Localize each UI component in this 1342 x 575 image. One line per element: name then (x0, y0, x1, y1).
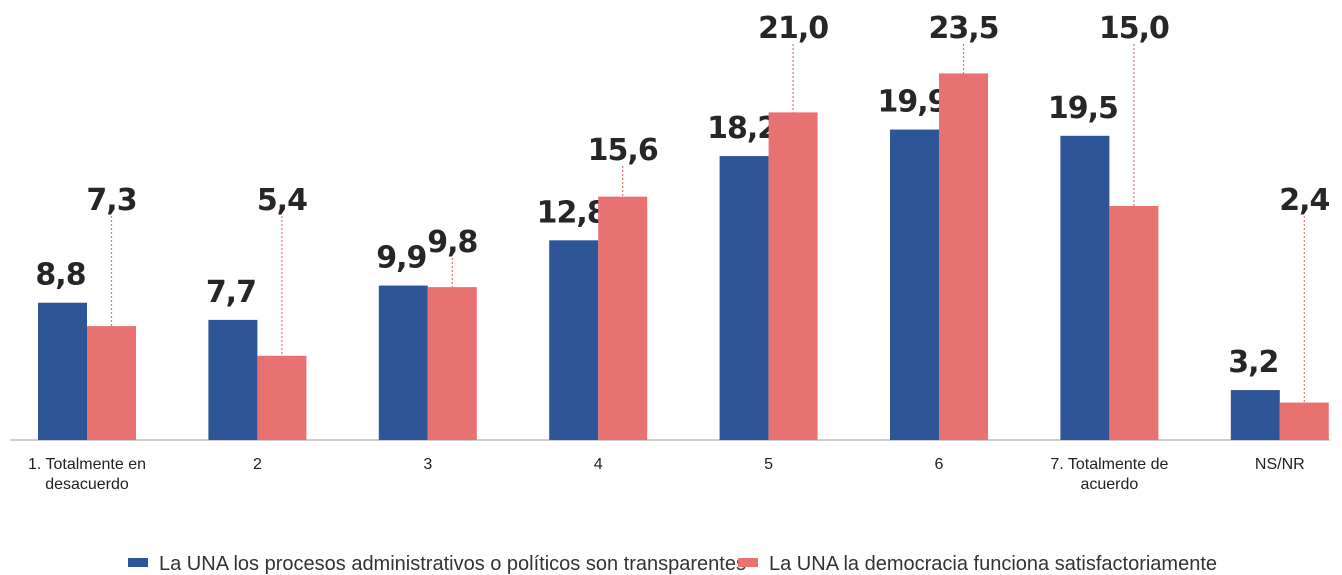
data-label: 9,9 (376, 241, 426, 276)
data-label: 12,8 (537, 195, 607, 230)
bar (1279, 402, 1329, 440)
bar (549, 240, 599, 440)
x-tick-label: 3 (423, 456, 433, 473)
data-label: 7,7 (206, 275, 256, 310)
bar (427, 287, 477, 440)
x-tick-label: 7. Totalmente de acuerdo (1050, 456, 1169, 493)
bar (768, 112, 818, 441)
data-label: 2,4 (1279, 183, 1329, 218)
data-label: 7,3 (86, 183, 136, 218)
x-tick-label: NS/NR (1254, 456, 1305, 473)
x-tick-label: 2 (252, 456, 262, 473)
x-tick-label: 6 (934, 456, 944, 473)
bar (1060, 135, 1110, 441)
data-label: 9,8 (427, 225, 477, 260)
bar (87, 326, 136, 440)
bar (598, 196, 648, 440)
legend-swatch (738, 558, 758, 567)
legend-label: La UNA la democracia funciona satisfacto… (769, 553, 1217, 575)
bar (1230, 390, 1280, 440)
x-tick-label: 4 (593, 456, 603, 473)
legend-swatch (128, 558, 148, 567)
bar (208, 319, 258, 440)
x-tick-label: 1. Totalmente en desacuerdo (27, 456, 146, 493)
bar (890, 129, 939, 440)
data-label: 19,9 (877, 85, 947, 120)
data-label: 18,2 (707, 111, 777, 146)
legend-label: La UNA los procesos administrativos o po… (159, 553, 746, 575)
bar (378, 285, 428, 440)
bar (939, 73, 988, 441)
bar (257, 355, 307, 440)
data-label: 19,5 (1048, 91, 1118, 126)
bar (719, 156, 769, 440)
data-label: 15,0 (1099, 11, 1169, 46)
x-tick-label: 5 (764, 456, 774, 473)
data-label: 23,5 (928, 11, 998, 46)
data-label: 8,8 (35, 258, 85, 293)
bar (1109, 206, 1159, 440)
data-label: 3,2 (1228, 345, 1278, 380)
bar (38, 302, 87, 440)
data-label: 15,6 (588, 133, 658, 168)
data-label: 5,4 (257, 183, 307, 218)
data-label: 21,0 (758, 11, 828, 46)
